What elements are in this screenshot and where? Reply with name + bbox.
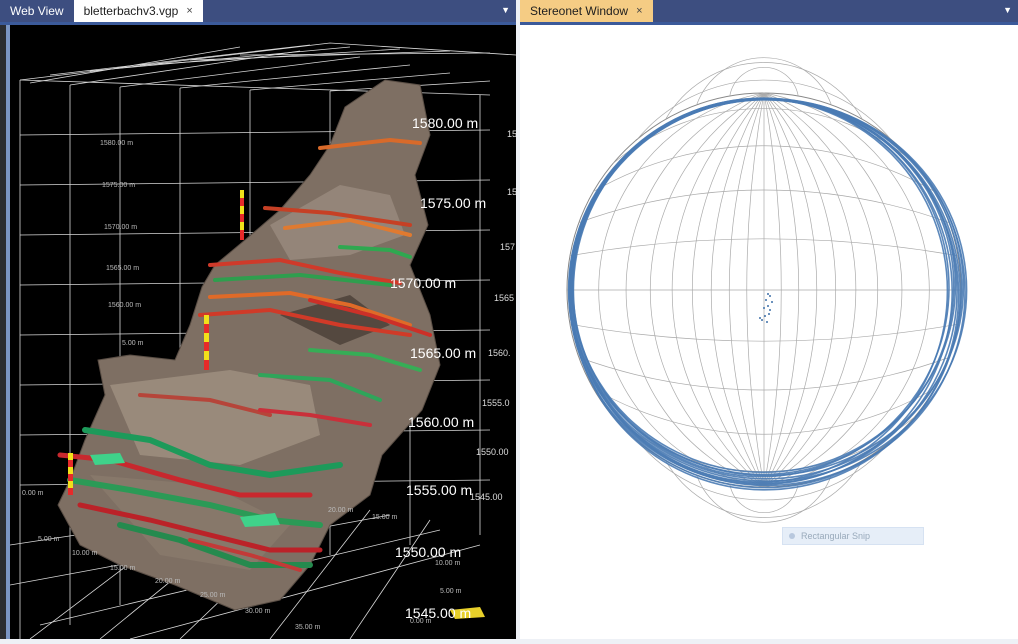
3d-scene[interactable]: 1580.00 m 1575.00 m 1570.00 m 1565.00 m … bbox=[10, 25, 516, 639]
3d-viewport[interactable]: 1580.00 m 1575.00 m 1570.00 m 1565.00 m … bbox=[6, 25, 516, 639]
axis-label: 1565 bbox=[494, 293, 514, 303]
tab-label: Web View bbox=[10, 4, 64, 18]
axis-label: 0.00 m bbox=[22, 490, 44, 497]
axis-label: 1560.00 m bbox=[108, 302, 141, 309]
elevation-labels: 1580.00 m 1575.00 m 1570.00 m 1565.00 m … bbox=[390, 115, 486, 621]
stereonet-pane: Stereonet Window × ▼ Rectangular Snip bbox=[520, 0, 1018, 639]
3d-view-pane: Web View bletterbachv3.vgp × ▼ bbox=[0, 0, 516, 639]
tab-dropdown-icon[interactable]: ▼ bbox=[501, 5, 510, 15]
axis-label: 5.00 m bbox=[440, 588, 462, 595]
scale-bar bbox=[204, 315, 209, 370]
snip-label: Rectangular Snip bbox=[801, 531, 871, 541]
snip-icon bbox=[789, 533, 795, 539]
right-tabstrip: Stereonet Window × ▼ bbox=[520, 0, 1018, 25]
axis-label: 35.00 m bbox=[295, 624, 320, 631]
axis-label: 15.00 m bbox=[110, 565, 135, 572]
rock-texture bbox=[110, 370, 320, 465]
axis-label: 1560. bbox=[488, 348, 511, 358]
axis-label: 1580.00 m bbox=[100, 140, 133, 147]
tab-web-view[interactable]: Web View bbox=[0, 0, 74, 22]
tab-bletterbach-project[interactable]: bletterbachv3.vgp × bbox=[73, 0, 203, 22]
elevation-label: 1565.00 m bbox=[410, 345, 476, 361]
tab-label: Stereonet Window bbox=[530, 4, 629, 18]
axis-label: 15 bbox=[507, 187, 516, 197]
tab-label: bletterbachv3.vgp bbox=[83, 4, 179, 18]
tab-stereonet-window[interactable]: Stereonet Window × bbox=[520, 0, 653, 22]
axis-label: 1565.00 m bbox=[106, 265, 139, 272]
axis-label: 15 bbox=[507, 129, 516, 139]
stereonet-plot[interactable] bbox=[520, 25, 1018, 639]
tab-dropdown-icon[interactable]: ▼ bbox=[1003, 5, 1012, 15]
plane-marker bbox=[240, 513, 280, 527]
elevation-label: 1575.00 m bbox=[420, 195, 486, 211]
stereonet-canvas[interactable]: Rectangular Snip bbox=[520, 25, 1018, 639]
axis-label: 5.00 m bbox=[122, 340, 144, 347]
elevation-label: 1555.00 m bbox=[406, 482, 472, 498]
axis-label: 1555.0 bbox=[482, 398, 510, 408]
axis-label: 20.00 m bbox=[155, 578, 180, 585]
rock-texture bbox=[90, 475, 290, 570]
elevation-label: 1580.00 m bbox=[412, 115, 478, 131]
scale-bar bbox=[240, 190, 244, 240]
axis-label: 1545.00 bbox=[470, 492, 503, 502]
stereonet-grid bbox=[566, 57, 962, 523]
left-tabstrip: Web View bletterbachv3.vgp × ▼ bbox=[0, 0, 516, 25]
elevation-label: 1560.00 m bbox=[408, 414, 474, 430]
axis-label: 1570.00 m bbox=[104, 224, 137, 231]
great-circles bbox=[567, 97, 968, 491]
bottom-axis-labels: 5.00 m 10.00 m 15.00 m 20.00 m 25.00 m 3… bbox=[38, 507, 462, 631]
axis-label: 10.00 m bbox=[435, 560, 460, 567]
axis-label: 15.00 m bbox=[372, 514, 397, 521]
axis-label: 5.00 m bbox=[38, 536, 60, 543]
pole-points bbox=[759, 293, 773, 323]
axis-label: 20.00 m bbox=[328, 507, 353, 514]
rectangular-snip-tooltip: Rectangular Snip bbox=[782, 527, 924, 545]
axis-label: 157 bbox=[500, 242, 515, 252]
elevation-label: 1570.00 m bbox=[390, 275, 456, 291]
axis-label: 30.00 m bbox=[245, 608, 270, 615]
right-edge-labels: 15 15 157 1565 1560. 1555.0 1550.00 1545… bbox=[470, 129, 516, 502]
plane-marker bbox=[450, 607, 485, 619]
close-icon[interactable]: × bbox=[186, 5, 193, 17]
scale-bar bbox=[68, 453, 73, 495]
axis-label: 0.00 m bbox=[410, 618, 432, 625]
axis-label: 1575.00 m bbox=[102, 182, 135, 189]
elevation-label: 1545.00 m bbox=[405, 605, 471, 621]
plane-marker bbox=[90, 453, 125, 465]
left-axis-labels: 1580.00 m 1575.00 m 1570.00 m 1565.00 m … bbox=[22, 140, 144, 497]
axis-label: 25.00 m bbox=[200, 592, 225, 599]
axis-label: 10.00 m bbox=[72, 550, 97, 557]
elevation-label: 1550.00 m bbox=[395, 544, 461, 560]
close-icon[interactable]: × bbox=[636, 5, 643, 17]
axis-label: 1550.00 bbox=[476, 447, 509, 457]
